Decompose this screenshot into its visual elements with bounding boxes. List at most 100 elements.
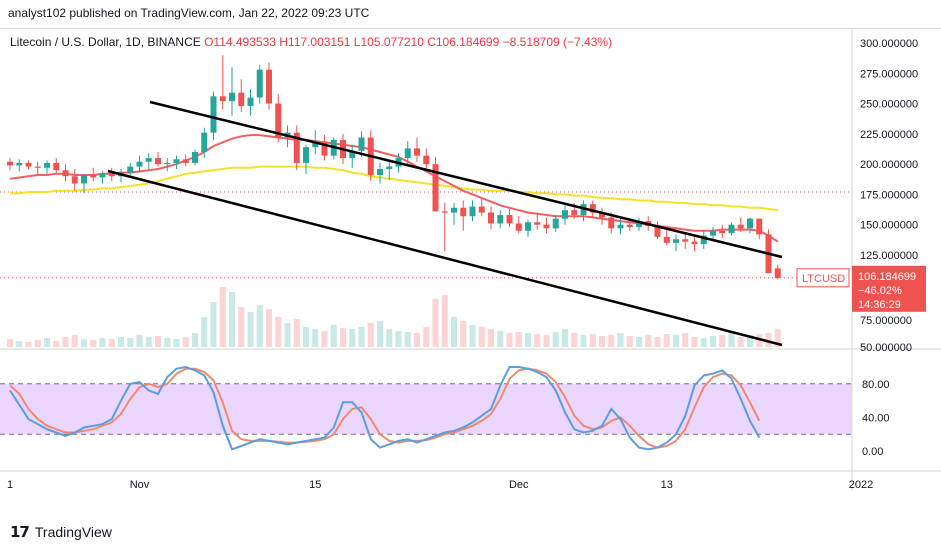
candle-body [515,223,522,231]
candle-body [691,241,698,245]
candle-body [617,224,624,229]
volume-bar [552,332,559,347]
candle-body [192,152,198,163]
footer-brand: TradingView [34,524,112,540]
volume-bar [81,339,87,347]
volume-bar [682,333,689,347]
volume-bar [571,333,578,347]
volume-bar [626,336,633,347]
volume-bar [340,328,346,347]
volume-bar [127,338,134,347]
volume-bar [543,335,550,347]
volume-bar [25,342,32,347]
volume-bar [256,305,263,347]
candle-body [460,207,467,217]
volume-bar [441,295,448,347]
stoch-d-line [9,367,761,449]
stoch-k-line [9,365,761,451]
candle-body [229,92,235,102]
volume-bar [275,317,282,347]
volume-bar [219,287,226,347]
volume-bar [525,333,531,347]
candle-body [210,96,217,133]
candle-body [358,137,365,151]
volume-bar [321,331,328,347]
volume-bar [229,292,235,347]
volume-bar [303,327,309,347]
volume-bar [645,335,652,347]
candle-body [737,224,744,229]
candle-body [108,173,115,177]
time-axis-tick-label: 15 [309,479,321,491]
candle-body [256,69,263,98]
candle-body [62,170,69,177]
candle-body [552,218,559,229]
volume-bar [349,329,356,347]
candle-body [182,159,189,163]
volume-bar [728,332,735,347]
candle-body [386,166,393,169]
candle-body [25,162,32,167]
volume-bar [182,337,189,347]
candle-body [275,103,282,138]
volume-bar [358,327,365,347]
volume-bar [589,334,596,347]
volume-bar [608,335,615,347]
candle-body [155,158,161,165]
candle-body [719,230,726,234]
volume-bar [284,323,291,347]
footer[interactable]: 𝟭𝟳 TradingView [10,523,112,541]
volume-bar [691,337,698,347]
price-axis-tick-label: 150.000000 [860,220,918,232]
candle-body [71,176,78,184]
channel-upper-line [149,100,783,259]
candle-body [99,173,106,178]
volume-bar [118,337,124,347]
volume-bar [192,333,198,347]
candle-body [7,161,13,166]
candle-body [127,166,134,173]
volume-bar [7,339,13,347]
candle-body [53,162,60,171]
legend-close: C106.184699 [427,35,500,49]
candle-body [525,222,531,231]
candle-body [404,148,411,159]
volume-bar [663,334,670,347]
candle-body [173,159,180,163]
candle-body [562,210,568,219]
candle-body [451,207,457,213]
volume-bar [99,338,106,347]
price-axis-tick-label: 300.000000 [860,38,918,50]
candle-body [44,162,50,168]
volume-bar [478,327,485,347]
time-axis-tick-label: 13 [661,479,673,491]
candle-body [312,142,319,148]
candle-body [266,69,272,104]
candle-body [700,235,707,245]
volume-bar [506,333,513,347]
price-axis-tick-label: 275.000000 [860,68,918,80]
volume-bar [62,337,69,347]
candle-body [497,215,504,224]
candle-body [747,218,753,229]
candle-body [589,204,596,213]
channel-lower-line [107,169,783,347]
volume-bar [673,335,679,347]
price-axis-tick-label: 250.000000 [860,99,918,111]
volume-bar [201,317,208,347]
chart-frame: 300.000000 275.000000 250.000000 225.000000… [0,28,941,491]
candle-body [673,239,679,243]
volume-bar [44,338,50,347]
candle-body [469,206,476,217]
volume-bar [210,302,217,347]
candle-body [626,224,633,228]
stoch-axis-tick-label: 0.00 [862,446,883,458]
candle-body [16,162,23,166]
volume-bar [497,331,504,347]
time-axis-tick-label: Nov [130,479,150,491]
ma-slow-line [10,165,778,212]
candle-body [636,221,642,228]
candle-body [164,162,171,165]
ma-fast-line [9,134,779,243]
volume-bar [719,335,726,347]
